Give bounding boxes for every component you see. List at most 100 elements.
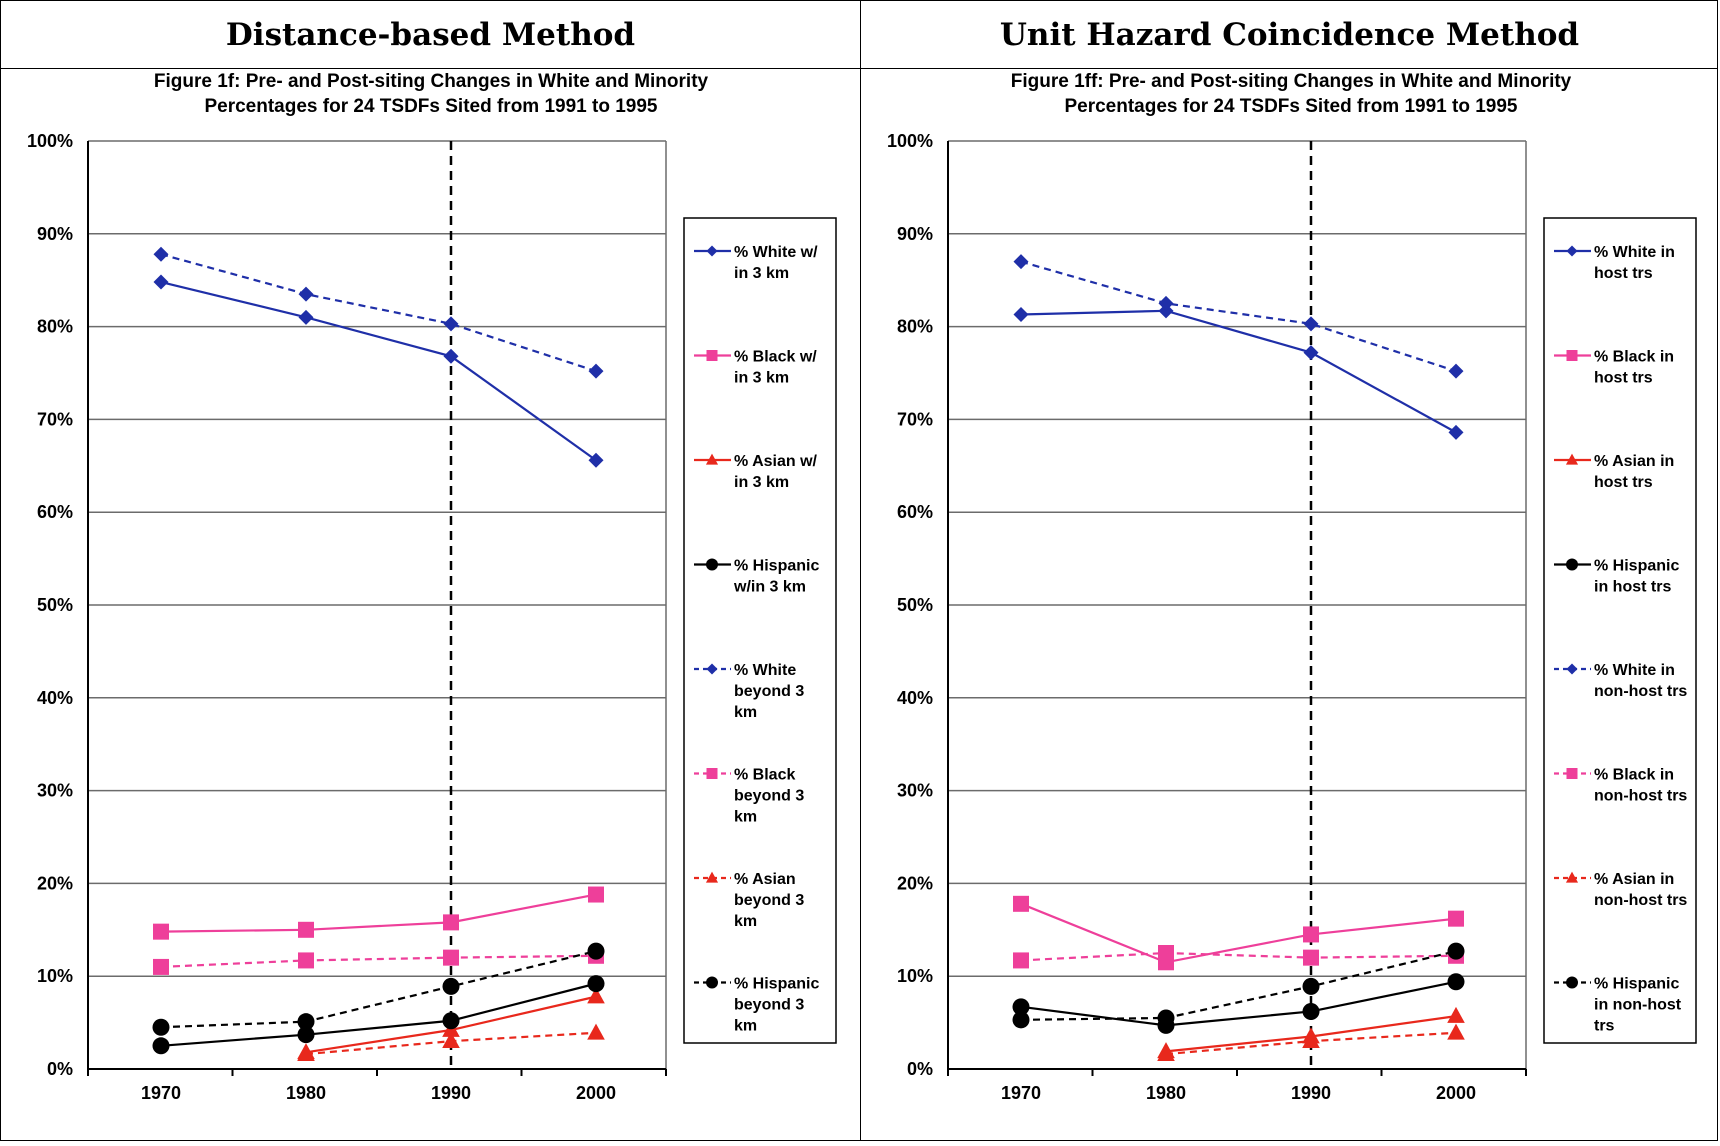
data-point <box>297 1026 315 1044</box>
legend-label: beyond 3 <box>734 997 804 1014</box>
data-point <box>1302 977 1320 995</box>
series-1 <box>153 886 604 940</box>
y-tick-label: 100% <box>887 131 933 151</box>
legend-label: beyond 3 <box>734 892 804 909</box>
legend-label: host trs <box>1594 265 1653 282</box>
legend-box <box>683 217 837 1044</box>
legend-marker <box>1566 768 1578 779</box>
legend-label: km <box>734 809 757 826</box>
panel-unit-hazard-method: Figure 1ff: Pre- and Post-siting Changes… <box>861 69 1718 1141</box>
y-tick-label: 40% <box>897 688 933 708</box>
series-line <box>160 954 597 969</box>
chart-title: Percentages for 24 TSDFs Sited from 1991… <box>1064 96 1517 117</box>
y-tick-label: 70% <box>897 409 933 429</box>
series-line <box>1020 260 1457 373</box>
legend-label: % Hispanic <box>734 558 819 575</box>
series-3 <box>152 975 605 1055</box>
legend-label: % Asian <box>734 871 796 888</box>
series-4 <box>1013 254 1464 379</box>
legend-label: km <box>734 704 757 721</box>
legend-label: % Black in <box>1594 349 1674 366</box>
legend-label: % Black <box>734 767 795 784</box>
legend-label: % White w/ <box>734 244 818 261</box>
legend-label: % Black in <box>1594 767 1674 784</box>
legend-marker <box>1565 871 1579 883</box>
panel-distance-method: Figure 1f: Pre- and Post-siting Changes … <box>1 69 861 1141</box>
series-line <box>160 280 597 462</box>
data-point <box>1012 1011 1030 1029</box>
data-point <box>1448 910 1464 927</box>
legend-label: w/in 3 km <box>733 579 806 596</box>
legend-marker <box>706 768 718 779</box>
legend-entry: % Hispanic in non-host trs <box>1554 976 1682 1035</box>
legend-label: non-host trs <box>1594 788 1687 805</box>
x-tick-label: 1990 <box>1291 1083 1331 1103</box>
y-tick-label: 30% <box>897 781 933 801</box>
legend-box <box>1543 217 1697 1044</box>
data-point <box>1302 1031 1320 1048</box>
header-distance-method: Distance-based Method <box>1 1 861 69</box>
legend-entry: % Asian w/in 3 km <box>694 453 818 491</box>
y-tick-label: 20% <box>897 873 933 893</box>
legend-marker <box>1566 350 1578 361</box>
legend-entry: % Asian beyond 3 km <box>694 871 804 930</box>
legend-marker <box>706 663 718 675</box>
data-point <box>1303 949 1319 966</box>
legend-entry: % White w/in 3 km <box>694 244 818 282</box>
series-line <box>1020 951 1457 962</box>
data-point <box>298 286 314 302</box>
data-point <box>1303 345 1319 361</box>
legend-label: % Asian in <box>1594 453 1674 470</box>
data-point <box>1302 1002 1320 1020</box>
data-point <box>442 1012 460 1030</box>
legend-label: host trs <box>1594 474 1653 491</box>
data-point <box>153 923 169 940</box>
data-point <box>298 309 314 325</box>
data-point <box>153 958 169 975</box>
y-tick-label: 50% <box>897 595 933 615</box>
y-tick-label: 60% <box>37 502 73 522</box>
data-point <box>1013 254 1029 270</box>
chart-distance-method: Figure 1f: Pre- and Post-siting Changes … <box>27 71 837 1103</box>
x-tick-label: 1980 <box>1146 1083 1186 1103</box>
data-point <box>298 921 314 938</box>
data-point <box>152 1018 170 1036</box>
series-5 <box>153 947 604 975</box>
legend-marker <box>1566 558 1578 571</box>
data-point <box>297 1044 315 1061</box>
series-line <box>1020 980 1457 1027</box>
y-tick-label: 0% <box>907 1059 933 1079</box>
y-tick-label: 50% <box>37 595 73 615</box>
legend-entry: % Black w/in 3 km <box>694 349 817 387</box>
data-point <box>1157 1009 1175 1027</box>
legend-marker <box>1566 663 1578 675</box>
data-point <box>443 348 459 364</box>
data-point <box>1303 926 1319 943</box>
chart-title: Percentages for 24 TSDFs Sited from 1991… <box>204 96 657 117</box>
series-0 <box>153 274 604 468</box>
chart-title: Figure 1ff: Pre- and Post-siting Changes… <box>1011 71 1572 92</box>
legend-label: % Hispanic <box>1594 976 1679 993</box>
y-tick-label: 90% <box>37 224 73 244</box>
series-line <box>1020 309 1457 434</box>
legend-label: km <box>734 1018 757 1035</box>
data-point <box>588 452 604 468</box>
series-5 <box>1013 945 1464 969</box>
legend-label: in non-host <box>1594 997 1682 1014</box>
y-tick-label: 10% <box>37 966 73 986</box>
data-point <box>1158 295 1174 311</box>
series-line <box>160 982 597 1047</box>
y-tick-label: 20% <box>37 873 73 893</box>
x-tick-label: 1970 <box>141 1083 181 1103</box>
x-tick-label: 1980 <box>286 1083 326 1103</box>
series-line <box>1020 950 1457 1021</box>
series-7 <box>1012 942 1465 1029</box>
series-6 <box>297 1023 605 1061</box>
data-point <box>1157 1044 1175 1061</box>
legend-label: beyond 3 <box>734 683 804 700</box>
legend-entry: % Hispanic in host trs <box>1554 558 1679 596</box>
data-point <box>152 1037 170 1055</box>
legend-label: in 3 km <box>734 474 789 491</box>
y-tick-label: 80% <box>897 317 933 337</box>
